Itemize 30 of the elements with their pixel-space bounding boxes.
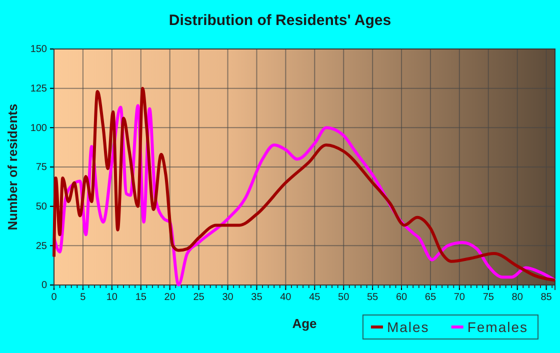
x-tick-label: 10 <box>106 292 118 304</box>
x-tick-label: 80 <box>512 292 524 304</box>
y-tick-label: 50 <box>36 202 48 213</box>
x-tick-label: 75 <box>482 292 494 304</box>
x-tick-label: 35 <box>251 292 263 304</box>
x-tick-label: 60 <box>396 292 408 304</box>
x-tick-label: 20 <box>164 292 176 304</box>
x-tick-label: 0 <box>51 292 58 304</box>
x-tick-label: 85 <box>540 292 552 304</box>
x-tick-label: 70 <box>454 292 466 304</box>
x-tick-label: 30 <box>222 292 234 304</box>
y-tick-label: 150 <box>30 44 48 56</box>
y-tick-label: 0 <box>41 280 48 292</box>
legend-label: Females <box>467 319 528 335</box>
chart-title: Distribution of Residents' Ages <box>168 12 392 29</box>
x-tick-label: 5 <box>80 292 86 304</box>
x-tick-label: 65 <box>424 292 436 304</box>
x-tick-label: 40 <box>280 292 292 304</box>
y-tick-label: 75 <box>36 162 48 174</box>
x-tick-label: 55 <box>366 292 379 304</box>
y-tick-label: 100 <box>30 122 48 134</box>
y-tick-label: 125 <box>30 84 48 95</box>
y-axis-title: Number of residents <box>5 104 20 230</box>
x-tick-label: 15 <box>135 292 147 304</box>
y-tick-label: 25 <box>36 240 48 252</box>
x-axis-title: Age <box>292 316 317 331</box>
legend-label: Males <box>386 319 430 335</box>
x-tick-label: 45 <box>309 292 321 304</box>
x-tick-label: 25 <box>193 292 205 304</box>
x-tick-label: 50 <box>338 292 350 304</box>
